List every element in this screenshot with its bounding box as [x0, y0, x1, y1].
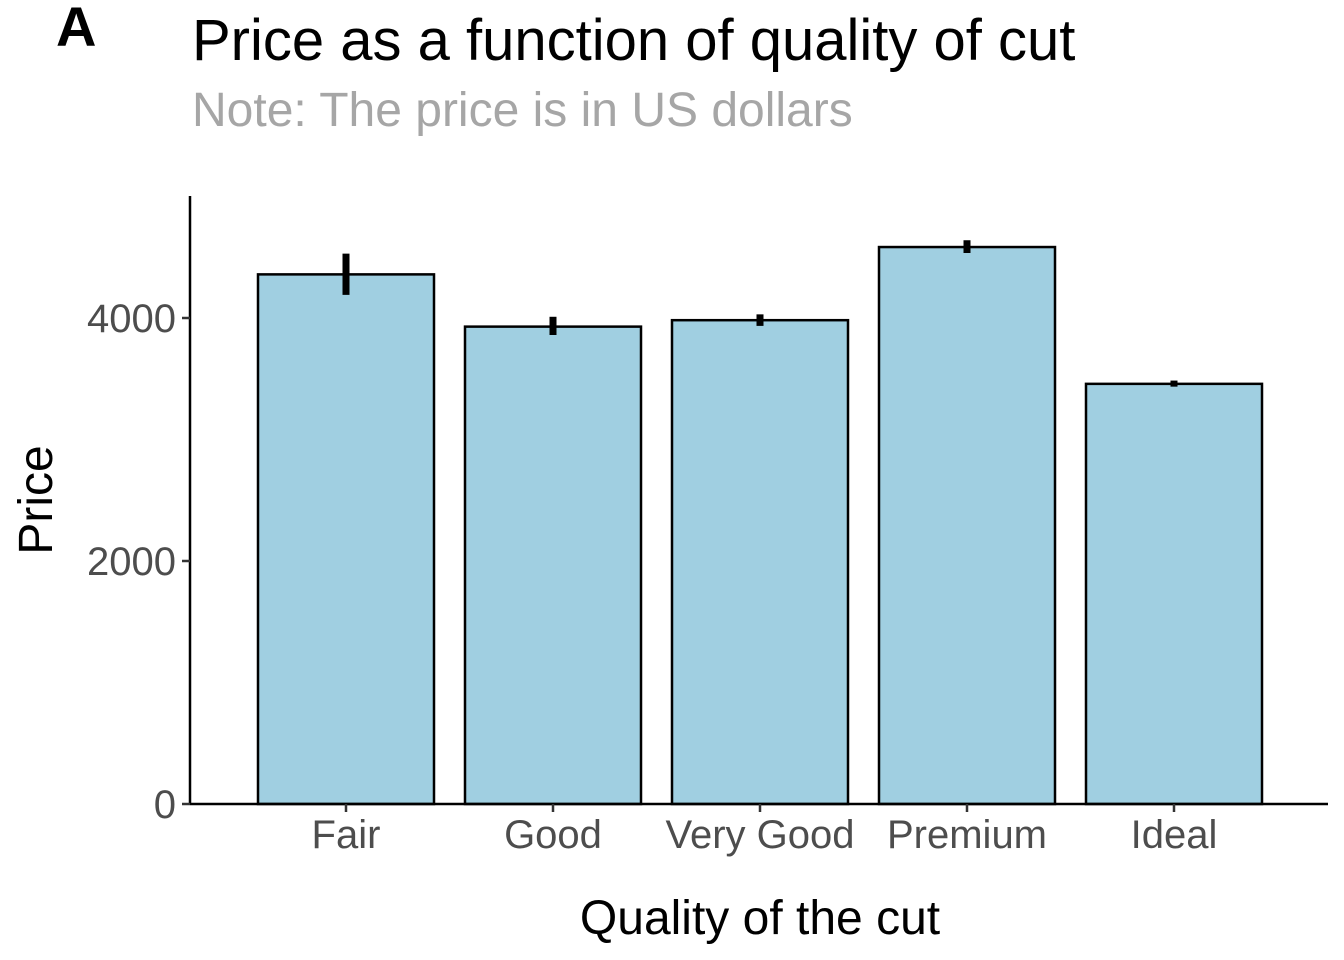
x-tick-label-good: Good [504, 813, 602, 857]
chart-title: Price as a function of quality of cut [192, 8, 1075, 73]
panel-tag: A [56, 0, 96, 58]
bar-very-good [670, 318, 850, 806]
x-tick-label-ideal: Ideal [1131, 813, 1218, 857]
x-ticks: Fair Good Very Good Premium Ideal [312, 804, 1218, 857]
y-tick-label-4000: 4000 [87, 297, 176, 341]
bar-ideal [1084, 382, 1264, 806]
bar-premium [877, 245, 1057, 806]
y-tick-label-2000: 2000 [87, 540, 176, 584]
bars-layer [256, 245, 1264, 806]
bar-fair [256, 273, 436, 806]
bar-good [463, 325, 643, 806]
x-tick-label-very-good: Very Good [665, 813, 854, 857]
x-axis-title: Quality of the cut [580, 892, 940, 945]
y-tick-label-0: 0 [154, 783, 176, 827]
chart-subtitle: Note: The price is in US dollars [192, 84, 853, 137]
y-axis-title: Price [10, 445, 63, 554]
error-bars-layer [342, 240, 1178, 387]
x-tick-label-fair: Fair [312, 813, 381, 857]
y-ticks: 0 2000 4000 [87, 297, 190, 827]
x-tick-label-premium: Premium [887, 813, 1047, 857]
